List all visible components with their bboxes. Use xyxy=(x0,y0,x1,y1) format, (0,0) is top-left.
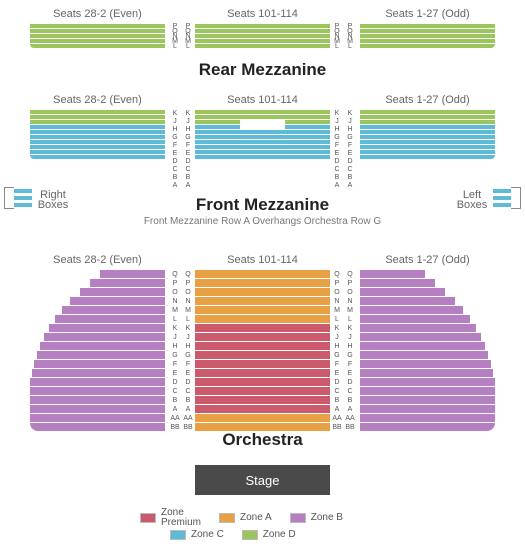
legend-item: Zone D xyxy=(242,530,296,540)
orchestra-center xyxy=(195,270,330,431)
legend-item: Zone C xyxy=(170,530,224,540)
legend-swatch xyxy=(140,513,156,523)
seats-even-label: Seats 28-2 (Even) xyxy=(30,8,165,20)
rear-mezz-left xyxy=(30,24,165,48)
front-mezz-rows-right: KJHGFEDCBA xyxy=(345,110,355,189)
legend-swatch xyxy=(170,530,186,540)
legend-label: Zone C xyxy=(191,530,224,540)
legend-item: Zone B xyxy=(290,513,343,523)
rear-mezz-title: Rear Mezzanine xyxy=(0,60,525,80)
legend-label: Zone D xyxy=(263,530,296,540)
front-mezz-rows-right2: KJHGFEDCBA xyxy=(332,110,342,189)
seats-center-label-top: Seats 101-114 xyxy=(195,8,330,20)
seats-even-label-3: Seats 28-2 (Even) xyxy=(30,254,165,266)
orchestra-rows-left2: QPONMLKJHGFEDCBAAABB xyxy=(183,270,193,431)
orchestra-left xyxy=(30,270,165,431)
legend-label: Zone A xyxy=(240,513,272,523)
seats-center-label-3: Seats 101-114 xyxy=(195,254,330,266)
legend-swatch xyxy=(219,513,235,523)
legend-swatch xyxy=(242,530,258,540)
seats-odd-label-3: Seats 1-27 (Odd) xyxy=(360,254,495,266)
seats-odd-label: Seats 1-27 (Odd) xyxy=(360,8,495,20)
rear-mezz-rows-right2: PONML xyxy=(332,24,342,48)
front-mezz-center xyxy=(195,110,330,159)
rear-mezz-center xyxy=(195,24,330,48)
legend-swatch xyxy=(290,513,306,523)
orchestra-right xyxy=(360,270,495,431)
rear-mezz-rows-left2: PONML xyxy=(183,24,193,48)
front-mezz-title: Front Mezzanine xyxy=(0,195,525,215)
legend-row-1: Zone Premium Zone A Zone B xyxy=(140,508,343,528)
seats-center-label-2: Seats 101-114 xyxy=(195,94,330,106)
orchestra-rows-right: QPONMLKJHGFEDCBAAABB xyxy=(345,270,355,431)
front-mezz-rows-left: KJHGFEDCBA xyxy=(170,110,180,189)
legend-label: Zone B xyxy=(311,513,343,523)
seating-chart: Seats 28-2 (Even) Seats 101-114 Seats 1-… xyxy=(0,0,525,555)
legend-label: Zone Premium xyxy=(161,508,201,528)
overhang-note: Front Mezzanine Row A Overhangs Orchestr… xyxy=(0,216,525,227)
front-mezz-right xyxy=(360,110,495,159)
rear-mezz-rows-left: PONML xyxy=(170,24,180,48)
orchestra-rows-right2: QPONMLKJHGFEDCBAAABB xyxy=(332,270,342,431)
legend-row-2: Zone C Zone D xyxy=(170,530,296,540)
orchestra-rows-left: QPONMLKJHGFEDCBAAABB xyxy=(170,270,180,431)
stage: Stage xyxy=(195,465,330,495)
legend-item: Zone Premium xyxy=(140,508,201,528)
rear-mezz-right xyxy=(360,24,495,48)
front-mezz-left xyxy=(30,110,165,159)
seats-odd-label-2: Seats 1-27 (Odd) xyxy=(360,94,495,106)
orchestra-title: Orchestra xyxy=(0,430,525,450)
legend-item: Zone A xyxy=(219,513,272,523)
seats-even-label-2: Seats 28-2 (Even) xyxy=(30,94,165,106)
front-mezz-rows-left2: KJHGFEDCBA xyxy=(183,110,193,189)
rear-mezz-rows-right: PONML xyxy=(345,24,355,48)
